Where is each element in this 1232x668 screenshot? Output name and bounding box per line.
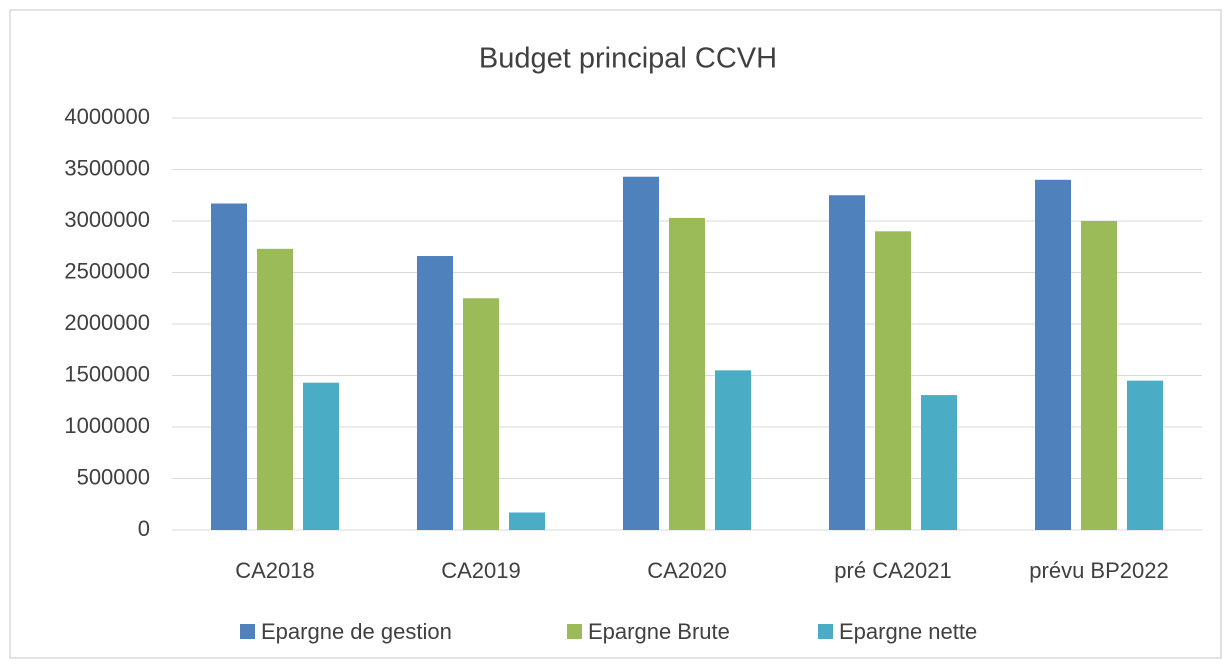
y-tick-label: 500000 bbox=[77, 464, 150, 489]
y-tick-label: 3000000 bbox=[64, 207, 150, 232]
x-tick-label: CA2019 bbox=[441, 558, 521, 583]
y-tick-label: 2500000 bbox=[64, 258, 150, 283]
y-tick-label: 1500000 bbox=[64, 361, 150, 386]
y-tick-label: 1000000 bbox=[64, 413, 150, 438]
x-tick-label: pré CA2021 bbox=[834, 558, 951, 583]
bar bbox=[417, 256, 453, 530]
legend-label: Epargne Brute bbox=[588, 619, 730, 644]
bar bbox=[1035, 179, 1071, 531]
bar bbox=[509, 512, 545, 530]
y-tick-label: 4000000 bbox=[64, 104, 150, 129]
legend-swatch bbox=[240, 624, 255, 639]
y-tick-label: 3500000 bbox=[64, 155, 150, 180]
bar bbox=[623, 176, 659, 530]
chart-title: Budget principal CCVH bbox=[479, 43, 777, 75]
bar bbox=[1081, 221, 1117, 530]
bar bbox=[211, 203, 247, 531]
bar bbox=[829, 195, 865, 530]
x-tick-label: prévu BP2022 bbox=[1029, 558, 1168, 583]
legend-label: Epargne de gestion bbox=[261, 619, 452, 644]
bar bbox=[715, 370, 751, 530]
legend-swatch bbox=[567, 624, 582, 639]
bar bbox=[463, 298, 499, 530]
y-tick-label: 2000000 bbox=[64, 310, 150, 335]
legend-label: Epargne nette bbox=[839, 619, 977, 644]
x-tick-label: CA2018 bbox=[235, 558, 315, 583]
bar bbox=[669, 217, 705, 530]
bar bbox=[303, 382, 339, 530]
legend-swatch bbox=[818, 624, 833, 639]
y-tick-label: 0 bbox=[138, 516, 150, 541]
bar bbox=[1127, 380, 1163, 530]
bar bbox=[257, 248, 293, 530]
bar bbox=[921, 395, 957, 530]
bar bbox=[875, 231, 911, 531]
x-tick-label: CA2020 bbox=[647, 558, 727, 583]
